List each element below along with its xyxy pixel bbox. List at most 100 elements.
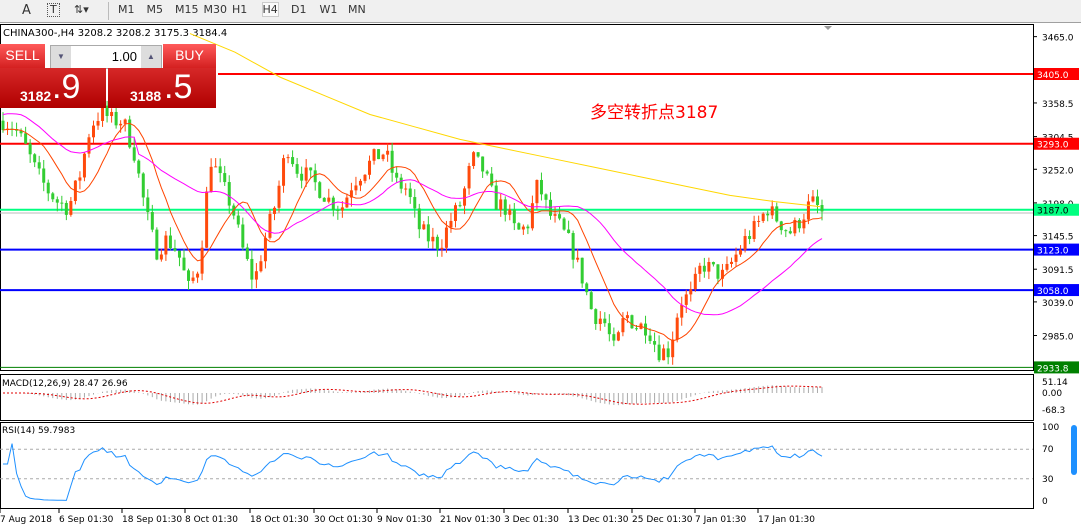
- sell-button[interactable]: SELL: [0, 44, 45, 68]
- main-panel: [0, 24, 1034, 371]
- candle: [494, 185, 498, 210]
- candle: [472, 152, 476, 167]
- candle: [417, 208, 421, 230]
- sell-price[interactable]: 3182 .9: [0, 68, 106, 108]
- candle: [331, 197, 335, 211]
- candle: [657, 344, 661, 361]
- candle: [793, 220, 797, 234]
- candle: [766, 213, 770, 216]
- candle: [200, 247, 204, 274]
- candle: [743, 236, 747, 250]
- price-label: 3465.0: [1042, 34, 1074, 44]
- candle: [725, 263, 729, 270]
- candle: [549, 199, 553, 216]
- timeframe-M5[interactable]: M5: [146, 3, 164, 16]
- candle: [748, 236, 752, 239]
- candle: [182, 257, 186, 271]
- candle: [282, 158, 286, 186]
- candle: [730, 261, 734, 264]
- candle: [51, 193, 55, 200]
- candle: [1, 120, 5, 131]
- candle: [91, 125, 95, 138]
- scrollbar[interactable]: [1071, 425, 1077, 475]
- candle: [363, 174, 367, 181]
- candle: [521, 226, 525, 230]
- candle: [191, 277, 195, 281]
- timeframe-M1[interactable]: M1: [118, 3, 135, 16]
- candle: [797, 220, 801, 229]
- candle: [408, 188, 412, 198]
- candle: [386, 150, 390, 155]
- candle: [110, 111, 114, 117]
- buy-price[interactable]: 3188 .5: [108, 68, 216, 108]
- text-tool[interactable]: A: [22, 3, 31, 18]
- candle: [55, 199, 59, 203]
- timeframe-D1[interactable]: D1: [291, 3, 307, 16]
- decrease-icon[interactable]: ▼: [51, 46, 71, 68]
- candle: [757, 220, 761, 222]
- time-label: 21 Nov 01:30: [440, 515, 501, 525]
- candle: [444, 227, 448, 248]
- macd-axis-label: 51.14: [1042, 378, 1068, 388]
- candle: [499, 199, 503, 210]
- time-label: 7 Jan 01:30: [695, 515, 747, 525]
- candle: [711, 262, 715, 265]
- candle: [24, 133, 28, 144]
- candle: [558, 214, 562, 219]
- time-label: 13 Dec 01:30: [568, 515, 629, 525]
- candle: [78, 177, 82, 181]
- candle: [155, 229, 159, 260]
- time-label: 18 Sep 01:30: [122, 515, 182, 525]
- candle: [187, 270, 191, 281]
- candle: [775, 206, 779, 222]
- candle: [114, 111, 118, 126]
- candle: [404, 188, 408, 190]
- level-tag: [1034, 284, 1079, 297]
- candle: [368, 160, 372, 175]
- timeframe-W1[interactable]: W1: [319, 3, 338, 16]
- candle: [449, 220, 453, 228]
- candle: [625, 315, 629, 319]
- timeframe-M15[interactable]: M15: [175, 3, 199, 16]
- candle: [612, 334, 616, 341]
- candle: [146, 197, 150, 213]
- rsi-axis-label: 100: [1042, 423, 1059, 433]
- symbol-info: CHINA300-,H4 3208.2 3208.2 3175.3 3184.4: [3, 28, 227, 39]
- candle: [517, 223, 521, 230]
- time-label: 7 Aug 2018: [0, 515, 52, 525]
- chart-shift-icon[interactable]: [824, 26, 832, 30]
- price-label: 2985.0: [1042, 333, 1074, 343]
- time-label: 18 Oct 01:30: [250, 515, 309, 525]
- candle: [150, 212, 154, 230]
- candle: [463, 188, 467, 206]
- candle: [214, 166, 218, 168]
- candle: [304, 167, 308, 181]
- macd-signal-line: [2, 385, 823, 405]
- buy-button[interactable]: BUY: [163, 44, 216, 68]
- candle: [788, 231, 792, 234]
- lots-stepper[interactable]: ▼ 1.00 ▲: [50, 45, 162, 69]
- time-label: 3 Dec 01:30: [504, 515, 559, 525]
- time-label: 30 Oct 01:30: [314, 515, 373, 525]
- timeframe-MN[interactable]: MN: [348, 3, 366, 16]
- arrows-icon[interactable]: ⇅▾: [74, 3, 89, 16]
- level-tag: [1034, 137, 1079, 150]
- candle: [336, 210, 340, 212]
- time-label: 8 Oct 01:30: [185, 515, 238, 525]
- candle: [476, 152, 480, 157]
- level-label: 3123.0: [1037, 247, 1069, 257]
- candle: [349, 190, 353, 198]
- text-label-tool[interactable]: T: [47, 3, 60, 17]
- increase-icon[interactable]: ▲: [141, 46, 161, 68]
- candle: [820, 205, 824, 212]
- candle: [128, 119, 132, 148]
- candle: [309, 167, 313, 171]
- lots-input[interactable]: 1.00: [111, 49, 137, 64]
- price-label: 3091.5: [1042, 266, 1074, 276]
- timeframe-H4[interactable]: H4: [261, 2, 279, 17]
- macd-axis-label: 0.00: [1042, 389, 1062, 399]
- timeframe-H1[interactable]: H1: [232, 3, 248, 16]
- candle: [508, 209, 512, 215]
- timeframe-M30[interactable]: M30: [203, 3, 228, 16]
